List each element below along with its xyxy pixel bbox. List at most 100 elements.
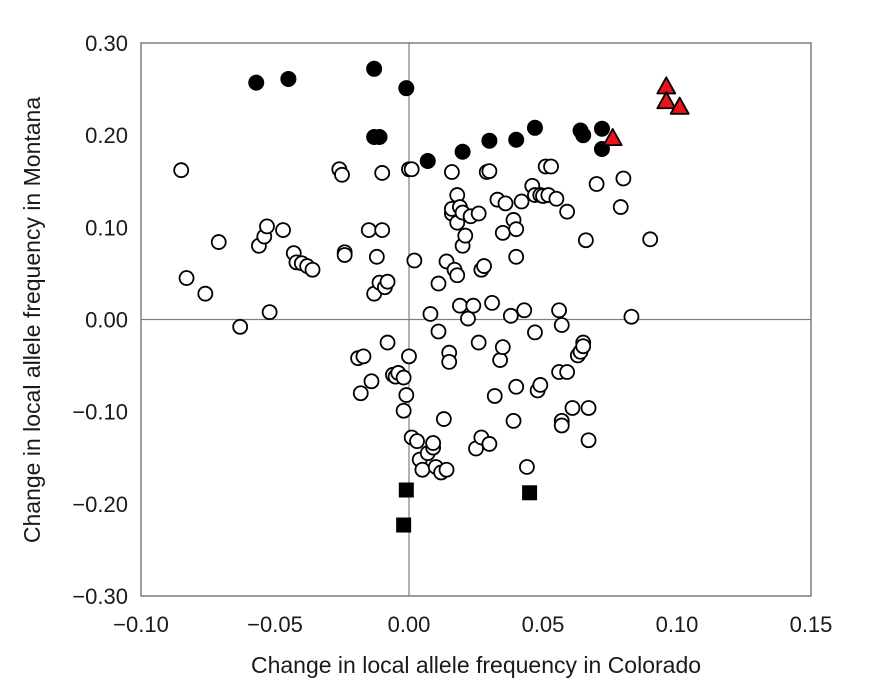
open-circle-point: [457, 227, 474, 244]
open-circle-point: [532, 377, 549, 393]
y-tick-label: 0.30: [85, 31, 128, 56]
open-circle-point: [363, 373, 380, 390]
open-circle-point: [414, 461, 431, 478]
x-tick-label: 0.10: [656, 612, 699, 637]
open-circle-point: [465, 297, 482, 314]
open-circle-point: [409, 433, 425, 450]
open-circle-point: [374, 222, 391, 238]
open-circle-point: [642, 231, 659, 248]
open-circle-point: [374, 165, 391, 181]
open-circle-point: [577, 232, 594, 249]
open-circle-point: [360, 222, 377, 238]
open-circle-point: [612, 199, 629, 215]
open-circle-point: [588, 176, 605, 192]
filled-square-point: [522, 485, 538, 501]
open-circle-point: [519, 459, 535, 475]
open-circle-point: [395, 369, 412, 386]
open-circle-point: [334, 166, 350, 183]
x-tick-label: −0.10: [113, 612, 169, 637]
open-circle-point: [275, 222, 291, 238]
open-circle-point: [505, 412, 522, 429]
open-circle-point: [438, 461, 455, 478]
x-tick-label: 0.00: [388, 612, 431, 637]
y-tick-label: 0.10: [85, 215, 128, 240]
filled-circle-point: [508, 131, 525, 148]
filled-circle-point: [398, 80, 415, 97]
filled-circle-point: [454, 143, 471, 160]
filled-square-point: [398, 482, 414, 498]
filled-circle-point: [481, 132, 498, 149]
open-circle-point: [197, 285, 214, 302]
open-circle-point: [430, 323, 447, 340]
y-tick-label: 0.20: [85, 123, 128, 148]
open-circle-point: [460, 310, 476, 327]
open-circle-point: [486, 388, 503, 404]
open-circle-point: [559, 203, 576, 220]
filled-circle-point: [371, 129, 388, 146]
open-circle-point: [368, 248, 385, 265]
open-circle-point: [575, 338, 592, 355]
y-axis-label: Change in local allele frequency in Mont…: [19, 97, 45, 543]
open-circle-point: [615, 170, 632, 187]
open-circle-point: [173, 162, 190, 179]
open-circle-point: [502, 307, 519, 324]
open-circle-point: [481, 436, 498, 452]
open-circle-point: [497, 195, 514, 212]
open-circle-point: [449, 267, 466, 284]
open-circle-point: [441, 353, 458, 370]
x-axis-label: Change in local allele frequency in Colo…: [251, 652, 701, 678]
open-circle-point: [422, 306, 439, 322]
data-points: [173, 60, 690, 533]
red-triangle-point: [669, 96, 690, 115]
open-circle-point: [553, 417, 570, 434]
open-circle-point: [543, 158, 559, 175]
filled-circle-point: [366, 60, 383, 77]
open-circle-point: [425, 435, 442, 451]
open-circle-point: [355, 348, 372, 365]
open-circle-point: [513, 193, 530, 210]
x-tick-label: 0.05: [522, 612, 565, 637]
open-circle-point: [470, 205, 487, 222]
open-circle-point: [494, 339, 511, 356]
open-circle-point: [178, 270, 195, 286]
red-triangle-point: [656, 91, 677, 110]
open-circle-point: [484, 295, 500, 311]
y-tick-label: −0.10: [72, 400, 128, 425]
open-circle-point: [232, 318, 249, 335]
open-circle-point: [508, 221, 525, 238]
open-circle-point: [580, 432, 597, 449]
open-circle-point: [492, 352, 509, 368]
open-circle-point: [476, 258, 492, 274]
open-circle-point: [336, 247, 353, 263]
open-circle-point: [443, 164, 460, 180]
open-circle-point: [551, 302, 567, 319]
open-circle-point: [452, 297, 468, 314]
x-tick-labels: −0.10 −0.05 0.00 0.05 0.10 0.15: [113, 612, 832, 637]
open-circle-point: [623, 308, 640, 325]
y-tick-labels: −0.30 −0.20 −0.10 0.00 0.10 0.20 0.30: [72, 31, 128, 609]
y-tick-label: 0.00: [85, 308, 128, 333]
open-circle-point: [553, 317, 570, 333]
open-circle-point: [494, 224, 511, 241]
filled-square-point: [396, 517, 412, 533]
open-circle-point: [352, 385, 369, 402]
open-circle-point: [508, 378, 525, 395]
red-triangle-point: [602, 128, 623, 147]
filled-circle-point: [248, 74, 265, 91]
open-circle-point: [398, 387, 415, 403]
y-tick-label: −0.20: [72, 492, 128, 517]
open-circle-point: [304, 261, 321, 278]
x-tick-label: 0.15: [790, 612, 833, 637]
open-circle-point: [580, 400, 597, 416]
filled-circle-point: [575, 127, 592, 144]
open-circle-point: [403, 161, 420, 178]
open-circle-point: [395, 402, 412, 419]
filled-circle-point: [526, 119, 543, 136]
y-tick-label: −0.30: [72, 584, 128, 609]
open-circle-point: [564, 400, 581, 416]
filled-circle-point: [593, 120, 610, 137]
open-circle-point: [379, 273, 396, 290]
open-circle-point: [470, 334, 487, 351]
open-circle-point: [430, 275, 447, 292]
